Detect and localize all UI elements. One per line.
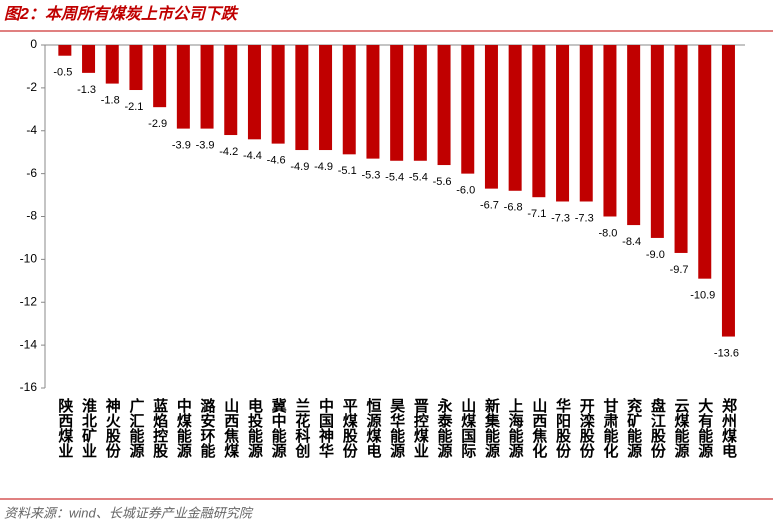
source: 资料来源：wind、长城证券产业金融研究院: [4, 505, 254, 520]
value-label: -6.0: [456, 185, 475, 197]
value-label: -2.9: [148, 118, 167, 130]
x-tick-label: 新集能源: [483, 397, 501, 459]
value-label: -2.1: [124, 101, 143, 113]
bar: [247, 45, 261, 140]
x-tick-label: 中煤能源: [175, 397, 192, 459]
bar: [674, 45, 688, 253]
y-tick-label: -14: [20, 337, 38, 351]
value-label: -5.4: [409, 172, 428, 184]
value-label: -1.3: [77, 84, 96, 96]
x-tick-label: 华阳股份: [554, 397, 571, 459]
value-label: -5.6: [433, 176, 452, 188]
value-label: -8.0: [598, 227, 617, 239]
x-tick-label: 开滦股份: [578, 398, 595, 459]
value-label: -10.9: [690, 290, 715, 302]
chart-title: 图2：本周所有煤炭上市公司下跌: [4, 5, 239, 23]
value-label: -9.0: [646, 249, 665, 261]
bar: [366, 45, 380, 159]
x-tick-label: 山西焦煤: [222, 398, 240, 459]
y-tick-label: -16: [20, 380, 38, 394]
value-label: -4.9: [290, 161, 309, 173]
bar: [437, 45, 451, 166]
y-tick-label: -2: [26, 80, 37, 94]
x-tick-label: 恒源煤电: [364, 397, 381, 458]
x-tick-label: 昊华能源: [388, 398, 405, 459]
bar: [295, 45, 309, 151]
value-label: -5.3: [361, 170, 380, 182]
y-tick-label: -4: [26, 123, 37, 137]
x-tick-label: 晋控煤业: [412, 398, 429, 458]
bar: [556, 45, 570, 202]
x-tick-label: 兰花科创: [293, 397, 311, 459]
x-tick-label: 神火股份: [104, 397, 121, 459]
value-label: -13.6: [714, 347, 739, 359]
value-label: -3.9: [172, 140, 191, 152]
bar: [105, 45, 119, 84]
bar: [200, 45, 214, 129]
y-tick-label: -8: [26, 209, 37, 223]
bar: [390, 45, 404, 161]
bar: [82, 45, 96, 73]
value-label: -5.4: [385, 172, 404, 184]
x-tick-label: 淮北矿业: [80, 397, 97, 458]
value-label: -4.4: [243, 150, 262, 162]
bar: [532, 45, 546, 198]
x-tick-label: 山煤国际: [459, 398, 476, 459]
x-tick-label: 蓝焰控股: [151, 397, 168, 459]
x-tick-label: 盘江股份: [649, 397, 666, 459]
x-tick-label: 中国神华: [317, 397, 334, 459]
bar: [603, 45, 617, 217]
value-label: -8.4: [622, 236, 641, 248]
x-tick-label: 潞安环能: [199, 397, 216, 459]
value-label: -5.1: [338, 165, 357, 177]
bar: [129, 45, 143, 91]
value-label: -4.9: [314, 161, 333, 173]
x-tick-label: 山西焦化: [530, 398, 548, 458]
x-tick-label: 甘肃能化: [601, 397, 618, 458]
x-tick-label: 电投能源: [246, 397, 263, 459]
bar: [342, 45, 356, 155]
bar: [484, 45, 498, 189]
bar: [153, 45, 167, 108]
value-label: -6.7: [480, 200, 499, 212]
bar: [650, 45, 664, 238]
value-label: -7.1: [527, 208, 546, 220]
value-label: -7.3: [551, 212, 570, 224]
bar: [721, 45, 735, 337]
value-label: -6.8: [504, 202, 523, 214]
bar: [508, 45, 522, 191]
bar: [319, 45, 333, 151]
bar: [461, 45, 475, 174]
bar: [627, 45, 641, 226]
bar: [271, 45, 285, 144]
value-label: -4.2: [219, 146, 238, 158]
value-label: -4.6: [267, 155, 286, 167]
value-label: -1.8: [101, 94, 120, 106]
bar: [698, 45, 712, 279]
bar: [413, 45, 427, 161]
value-label: -7.3: [575, 212, 594, 224]
value-label: -9.7: [670, 264, 689, 276]
x-tick-label: 云煤能源: [673, 398, 690, 459]
x-tick-label: 兖矿能源: [625, 397, 642, 459]
x-tick-label: 大有能源: [696, 397, 713, 459]
y-tick-label: -10: [20, 252, 38, 266]
bar: [224, 45, 238, 136]
bar: [176, 45, 190, 129]
value-label: -3.9: [196, 140, 215, 152]
x-tick-label: 广汇能源: [127, 397, 144, 459]
value-label: -0.5: [53, 67, 72, 79]
x-tick-label: 永泰能源: [436, 397, 454, 459]
y-tick-label: -6: [26, 166, 37, 180]
x-tick-label: 上海能源: [507, 398, 524, 459]
y-tick-label: -12: [20, 294, 38, 308]
x-tick-label: 平煤股份: [341, 398, 358, 459]
bar: [579, 45, 593, 202]
y-tick-label: 0: [30, 37, 37, 51]
x-tick-label: 郑州煤电: [720, 397, 738, 458]
x-tick-label: 陕西煤业: [56, 397, 73, 458]
bar: [58, 45, 72, 56]
x-tick-label: 冀中能源: [270, 397, 287, 459]
